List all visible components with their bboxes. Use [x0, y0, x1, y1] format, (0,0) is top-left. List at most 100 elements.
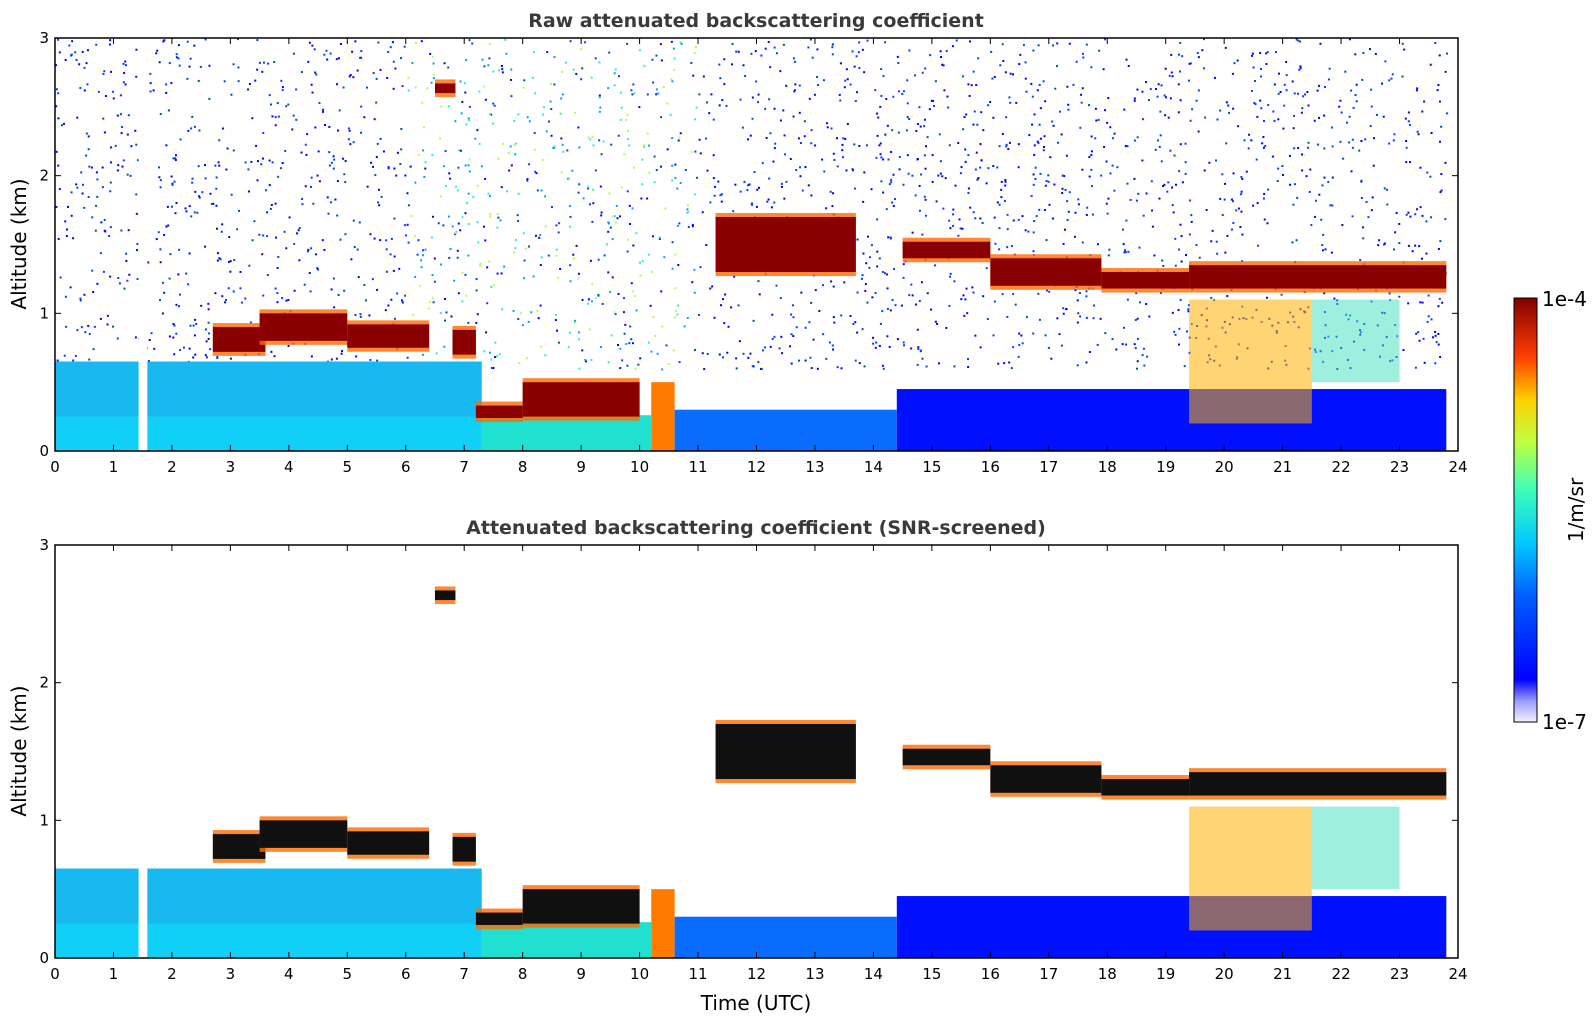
noise-speckle [858, 362, 861, 365]
noise-speckle [804, 326, 807, 329]
noise-speckle [1435, 341, 1438, 344]
noise-speckle [1080, 93, 1083, 96]
x-tick-label: 9 [576, 458, 586, 476]
noise-speckle [56, 359, 59, 362]
noise-speckle [1292, 127, 1295, 130]
noise-speckle [414, 275, 417, 278]
noise-speckle [406, 223, 409, 226]
noise-speckle [1057, 141, 1060, 144]
noise-speckle [1116, 166, 1119, 169]
noise-speckle [550, 82, 553, 85]
noise-speckle [255, 144, 258, 147]
noise-speckle [652, 81, 655, 84]
noise-speckle [1386, 188, 1389, 191]
noise-speckle [719, 194, 722, 197]
noise-speckle [1003, 362, 1006, 365]
noise-speckle [975, 83, 978, 86]
noise-speckle [718, 63, 721, 66]
noise-speckle [1169, 149, 1172, 152]
noise-speckle [1237, 207, 1240, 210]
noise-speckle [1124, 343, 1127, 346]
noise-speckle [602, 140, 605, 143]
noise-speckle [598, 110, 601, 113]
noise-speckle [1415, 89, 1418, 92]
noise-speckle [561, 70, 564, 73]
noise-speckle [755, 80, 758, 83]
noise-speckle [96, 195, 99, 198]
noise-speckle [92, 348, 95, 351]
noise-speckle [311, 44, 314, 47]
noise-speckle [488, 351, 491, 354]
noise-speckle [767, 40, 770, 43]
cloud-layer [434, 83, 456, 94]
noise-speckle [455, 185, 458, 188]
noise-speckle [735, 367, 738, 370]
noise-speckle [539, 233, 542, 236]
noise-speckle [1006, 228, 1009, 231]
noise-speckle [379, 239, 382, 242]
noise-speckle [79, 297, 82, 300]
noise-speckle [1000, 188, 1003, 191]
noise-speckle [544, 195, 547, 198]
noise-speckle [187, 129, 190, 132]
noise-speckle [613, 215, 616, 218]
noise-speckle [790, 362, 793, 365]
noise-speckle [401, 85, 404, 88]
noise-speckle [553, 83, 556, 86]
noise-speckle [694, 51, 697, 54]
noise-speckle [609, 290, 612, 293]
noise-speckle [611, 276, 614, 279]
noise-speckle [1401, 75, 1404, 78]
colorbar-max-label: 1e-4 [1542, 287, 1587, 311]
noise-speckle [765, 136, 768, 139]
noise-speckle [1054, 87, 1057, 90]
noise-speckle [274, 124, 277, 127]
noise-speckle [1058, 110, 1061, 113]
noise-speckle [1141, 354, 1144, 357]
noise-speckle [723, 322, 726, 325]
noise-speckle [1172, 211, 1175, 214]
noise-speckle [1429, 63, 1432, 66]
noise-speckle [281, 89, 284, 92]
noise-speckle [1017, 355, 1020, 358]
noise-speckle [527, 320, 530, 323]
noise-speckle [76, 329, 79, 332]
noise-speckle [863, 365, 866, 368]
x-tick-label: 11 [688, 965, 707, 983]
noise-speckle [60, 124, 63, 127]
noise-speckle [1421, 301, 1424, 304]
noise-speckle [222, 127, 225, 130]
noise-speckle [1159, 291, 1162, 294]
noise-speckle [1122, 243, 1125, 246]
noise-speckle [647, 253, 650, 256]
noise-speckle [908, 49, 911, 52]
noise-speckle [1082, 56, 1085, 59]
noise-speckle [482, 225, 485, 228]
noise-speckle [377, 188, 380, 191]
noise-speckle [486, 266, 489, 269]
noise-speckle [821, 284, 824, 287]
noise-speckle [619, 215, 622, 218]
noise-speckle [336, 180, 339, 183]
noise-speckle [886, 124, 889, 127]
noise-speckle [1090, 135, 1093, 138]
noise-speckle [874, 89, 877, 92]
noise-speckle [122, 159, 125, 162]
noise-speckle [931, 180, 934, 183]
noise-speckle [483, 350, 486, 353]
noise-speckle [191, 115, 194, 118]
noise-speckle [1135, 199, 1138, 202]
noise-speckle [1331, 145, 1334, 148]
noise-speckle [232, 149, 235, 152]
noise-speckle [204, 354, 207, 357]
noise-speckle [1237, 125, 1240, 128]
noise-speckle [1240, 210, 1243, 213]
noise-speckle [698, 138, 701, 141]
noise-speckle [471, 42, 474, 45]
noise-speckle [671, 137, 674, 140]
noise-speckle [1201, 49, 1204, 52]
noise-speckle [599, 106, 602, 109]
noise-speckle [748, 183, 751, 186]
noise-speckle [1434, 334, 1437, 337]
noise-speckle [415, 41, 418, 44]
